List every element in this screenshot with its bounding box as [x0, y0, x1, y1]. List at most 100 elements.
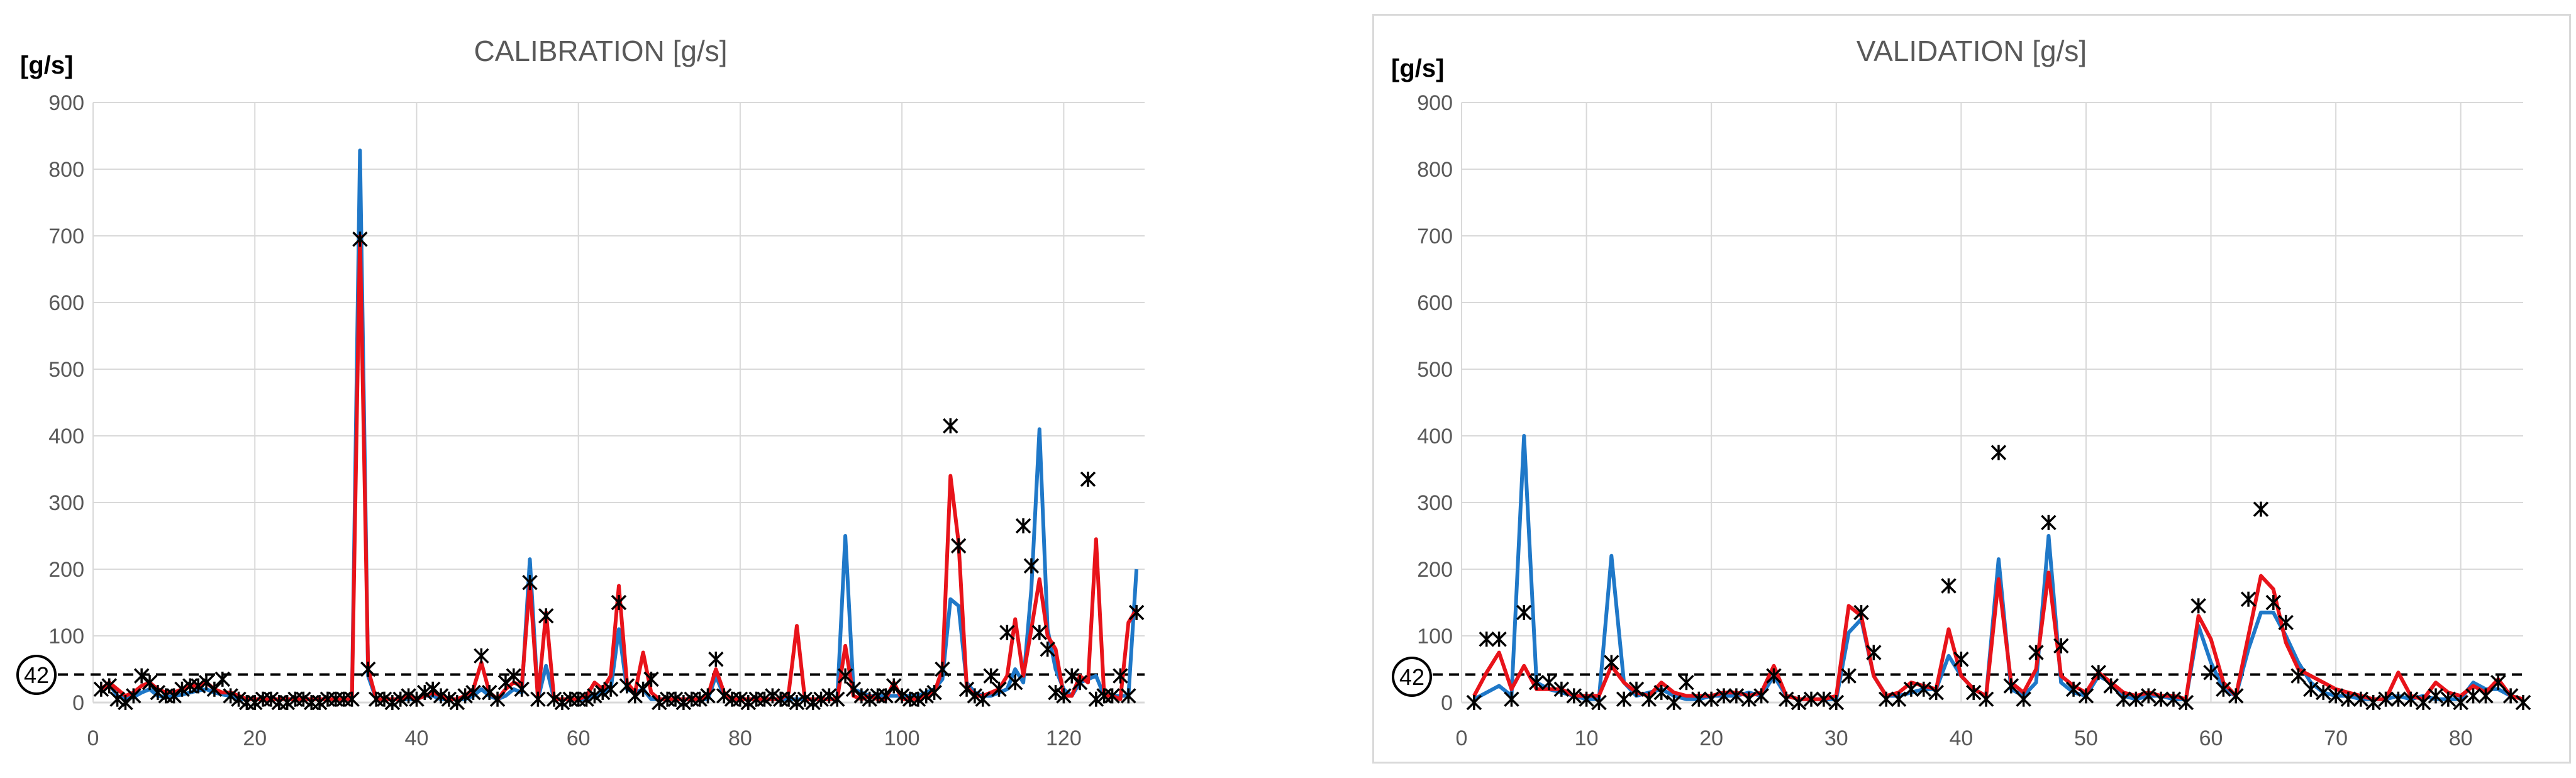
x-tick-label: 50 [2074, 726, 2098, 750]
x-tick-label: 20 [1699, 726, 1723, 750]
threshold-badge-label: 42 [24, 662, 49, 688]
observed-point [2465, 688, 2481, 704]
observed-point [522, 574, 538, 591]
observed-point [457, 688, 473, 704]
observed-point [497, 674, 514, 691]
observed-point [2303, 681, 2319, 697]
x-tick-label: 40 [405, 726, 429, 750]
y-tick-label: 800 [1417, 158, 1453, 182]
observed-point [2016, 691, 2031, 707]
observed-point [1753, 688, 1769, 704]
y-tick-label: 0 [1441, 691, 1453, 715]
observed-point [1703, 691, 1719, 707]
observed-point [635, 681, 651, 697]
observed-point [2403, 691, 2419, 707]
observed-point [1903, 681, 1919, 697]
observed-point [376, 691, 392, 707]
observed-point [926, 684, 942, 701]
observed-point [1853, 604, 1869, 621]
observed-point [780, 691, 797, 707]
observed-point [1803, 691, 1819, 707]
observed-point [805, 694, 821, 711]
observed-point [1591, 694, 1607, 711]
observed-point [935, 661, 950, 677]
observed-point [1866, 645, 1882, 660]
observed-point [797, 691, 813, 707]
observed-point [789, 694, 805, 711]
y-tick-label: 400 [48, 425, 84, 448]
x-tick-label: 70 [2324, 726, 2348, 750]
observed-point [1579, 691, 1594, 707]
observed-point [579, 691, 594, 707]
observed-point [2165, 691, 2182, 707]
observed-point [2365, 694, 2381, 711]
observed-point [384, 694, 401, 711]
observed-point [1113, 668, 1128, 684]
observed-point [894, 688, 910, 704]
observed-point [2328, 688, 2344, 704]
observed-point [2316, 684, 2331, 701]
y-tick-label: 700 [48, 225, 84, 248]
observed-point [1816, 691, 1832, 707]
observed-point [830, 691, 845, 707]
observed-point [627, 688, 643, 704]
observed-point [1479, 631, 1494, 647]
y-tick-label: 300 [48, 491, 84, 515]
observed-point [2103, 678, 2119, 694]
x-tick-label: 100 [884, 726, 920, 750]
observed-point [352, 231, 368, 247]
observed-point [109, 691, 125, 707]
observed-point [174, 681, 190, 697]
observed-point [1641, 691, 1657, 707]
observed-point [2041, 514, 2057, 531]
observed-point [1072, 674, 1088, 691]
observed-point [910, 691, 926, 707]
observed-point [465, 684, 481, 701]
observed-point [247, 694, 263, 711]
observed-point [1728, 688, 1745, 704]
calibration-chart: CALIBRATION [g/s] [g/s] 0100200300400500… [16, 35, 1145, 750]
observed-point [692, 691, 708, 707]
observed-point [2428, 688, 2444, 704]
observed-point [538, 608, 554, 624]
observed-point [1023, 558, 1040, 574]
observed-point [1048, 684, 1063, 701]
x-tick-label: 20 [243, 726, 267, 750]
observed-point [1528, 674, 1545, 691]
observed-point [821, 688, 837, 704]
y-tick-label: 500 [48, 358, 84, 382]
x-tick-label: 30 [1824, 726, 1848, 750]
x-tick-label: 40 [1949, 726, 1973, 750]
observed-point [716, 688, 732, 704]
observed-point [2253, 501, 2269, 517]
observed-point [126, 688, 142, 704]
observed-point [1716, 688, 1732, 704]
x-tick-label: 60 [567, 726, 591, 750]
observed-point [150, 684, 166, 701]
observed-point [2190, 598, 2206, 614]
observed-point [1916, 681, 1932, 697]
observed-point [2090, 665, 2107, 681]
y-tick-label: 100 [48, 625, 84, 648]
observed-point [433, 688, 449, 704]
observed-point [1679, 674, 1694, 691]
observed-point [1779, 691, 1794, 707]
calibration-panel: CALIBRATION [g/s] [g/s] 0 100 200 300 400 500… [16, 35, 1145, 750]
observed-point [101, 678, 117, 694]
blue-series-line [1473, 434, 2524, 701]
validation-panel: VALIDATION [g/s] [g/s] 0 100 200 300 400 500 6… [1371, 0, 2576, 778]
observed-point [983, 668, 999, 684]
threshold-badge-label: 42 [1399, 664, 1424, 690]
observed-point [2028, 645, 2044, 660]
observed-point [1890, 691, 1907, 707]
observed-point [2453, 694, 2468, 711]
observed-point [837, 668, 853, 684]
observed-point [2153, 691, 2169, 707]
observed-point [530, 691, 546, 707]
chart-border [1372, 14, 2571, 764]
observed-point [1566, 688, 1582, 704]
threshold-badge: 42 [1392, 657, 1432, 697]
observed-point [975, 691, 991, 707]
observed-point [93, 681, 109, 697]
x-tick-label: 120 [1046, 726, 1082, 750]
